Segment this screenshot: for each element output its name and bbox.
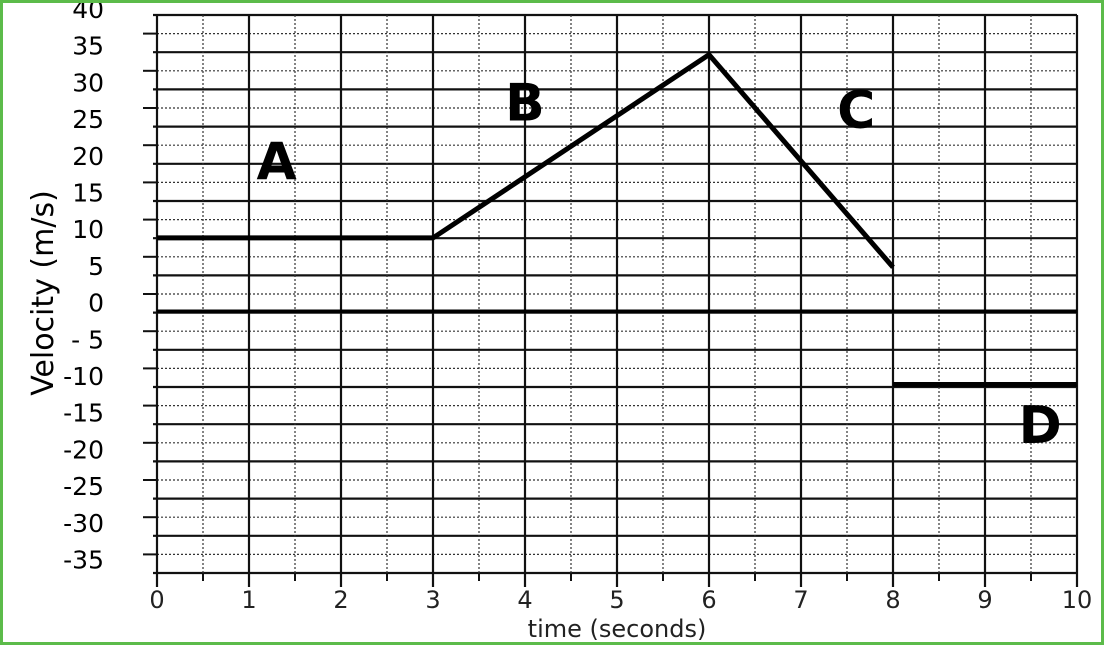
x-tick-labels: 0 1 2 3 4 5 6 7 8 9 10 xyxy=(149,586,1092,614)
y-tick-label: 10 xyxy=(72,215,104,244)
x-tick-label: 1 xyxy=(241,586,256,614)
x-tick-label: 5 xyxy=(609,586,624,614)
y-tick-label: -25 xyxy=(63,472,104,501)
y-tick-label: -10 xyxy=(63,362,104,391)
y-tick-label: -35 xyxy=(63,546,104,575)
x-tick-label: 6 xyxy=(701,586,716,614)
y-tick-label: 40 xyxy=(72,3,104,24)
x-tick-label: 8 xyxy=(885,586,900,614)
series-line-1 xyxy=(157,51,895,269)
series-lines xyxy=(157,51,1077,387)
y-tick-label: 20 xyxy=(72,142,104,171)
x-tick-label: 4 xyxy=(517,586,532,614)
segment-label-c: C xyxy=(837,81,875,141)
segment-label-b: B xyxy=(505,74,545,134)
x-tick-label: 0 xyxy=(149,586,164,614)
y-axis-label: Velocity (m/s) xyxy=(26,190,61,396)
x-tick-label: 10 xyxy=(1062,586,1093,614)
y-tick-label: -30 xyxy=(63,509,104,538)
y-tick-label: 30 xyxy=(72,68,104,97)
x-tick-label: 9 xyxy=(977,586,992,614)
segment-label-a: A xyxy=(256,132,296,192)
y-tick-label: 5 xyxy=(88,252,104,281)
y-tick-label: 15 xyxy=(72,179,104,208)
x-tick-label: 3 xyxy=(425,586,440,614)
y-tick-label: -15 xyxy=(63,399,104,428)
annotations: A B C D xyxy=(256,74,1061,457)
y-tick-label: - 5 xyxy=(71,325,104,354)
x-axis-label: time (seconds) xyxy=(528,615,707,642)
y-tick-label: 35 xyxy=(72,32,104,61)
y-tick-label: -20 xyxy=(63,435,104,464)
segment-label-d: D xyxy=(1019,396,1062,456)
y-tick-label: 25 xyxy=(72,105,104,134)
x-tick-label: 7 xyxy=(793,586,808,614)
grid xyxy=(143,13,1079,587)
x-tick-label: 2 xyxy=(333,586,348,614)
y-tick-labels: 40 35 30 25 20 15 10 5 0 - 5 -10 -15 -20 -25 -30 -35 xyxy=(63,3,104,575)
y-tick-label: 0 xyxy=(88,289,104,318)
